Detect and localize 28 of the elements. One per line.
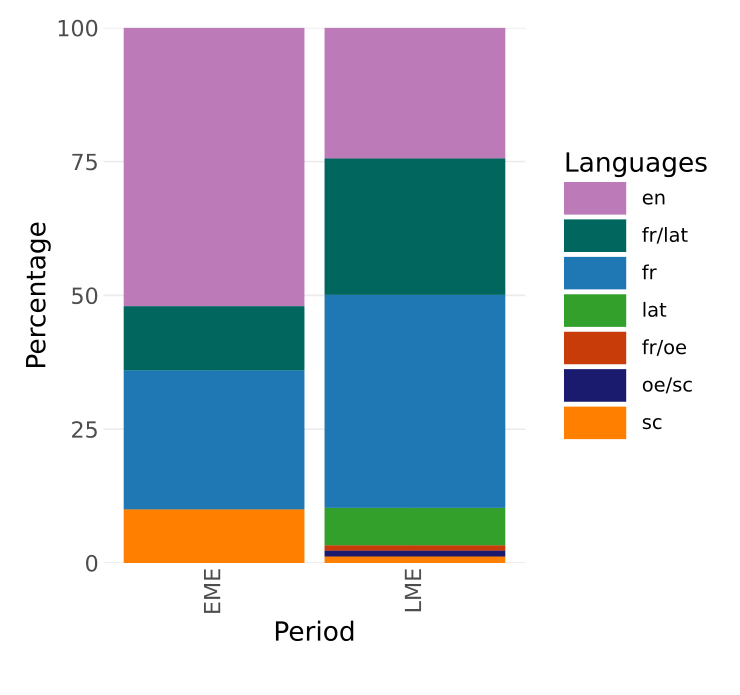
y-tick-label: 0 [86,554,98,572]
bar [324,556,506,563]
y-tick-label: 100 [58,20,98,37]
x-tick-label: LME [404,569,422,612]
legend-label: fr [642,264,657,280]
bar [124,306,304,370]
bar [324,550,506,557]
y-tick-label: 25 [72,421,97,438]
bar [124,509,304,563]
legend-label: sc [642,418,662,430]
bar [324,28,506,158]
legend-label: fr/lat [642,227,688,244]
bar [324,545,506,551]
legend-label: oe/sc [642,377,692,394]
legend-label: en [642,193,664,205]
legend-label: fr/oe [642,339,686,356]
y-tick-label: 50 [72,287,98,304]
y-axis-title: Percentage [26,222,51,367]
bar [324,508,506,546]
x-axis-title: Period [276,620,354,642]
legend-label: lat [644,302,666,317]
x-tick-label: EME [204,569,220,613]
bar [324,294,506,508]
bar [124,28,304,306]
bar [124,370,304,510]
y-tick-label: 75 [72,154,97,170]
bar [324,158,506,295]
legend-title: Languages [566,152,707,178]
